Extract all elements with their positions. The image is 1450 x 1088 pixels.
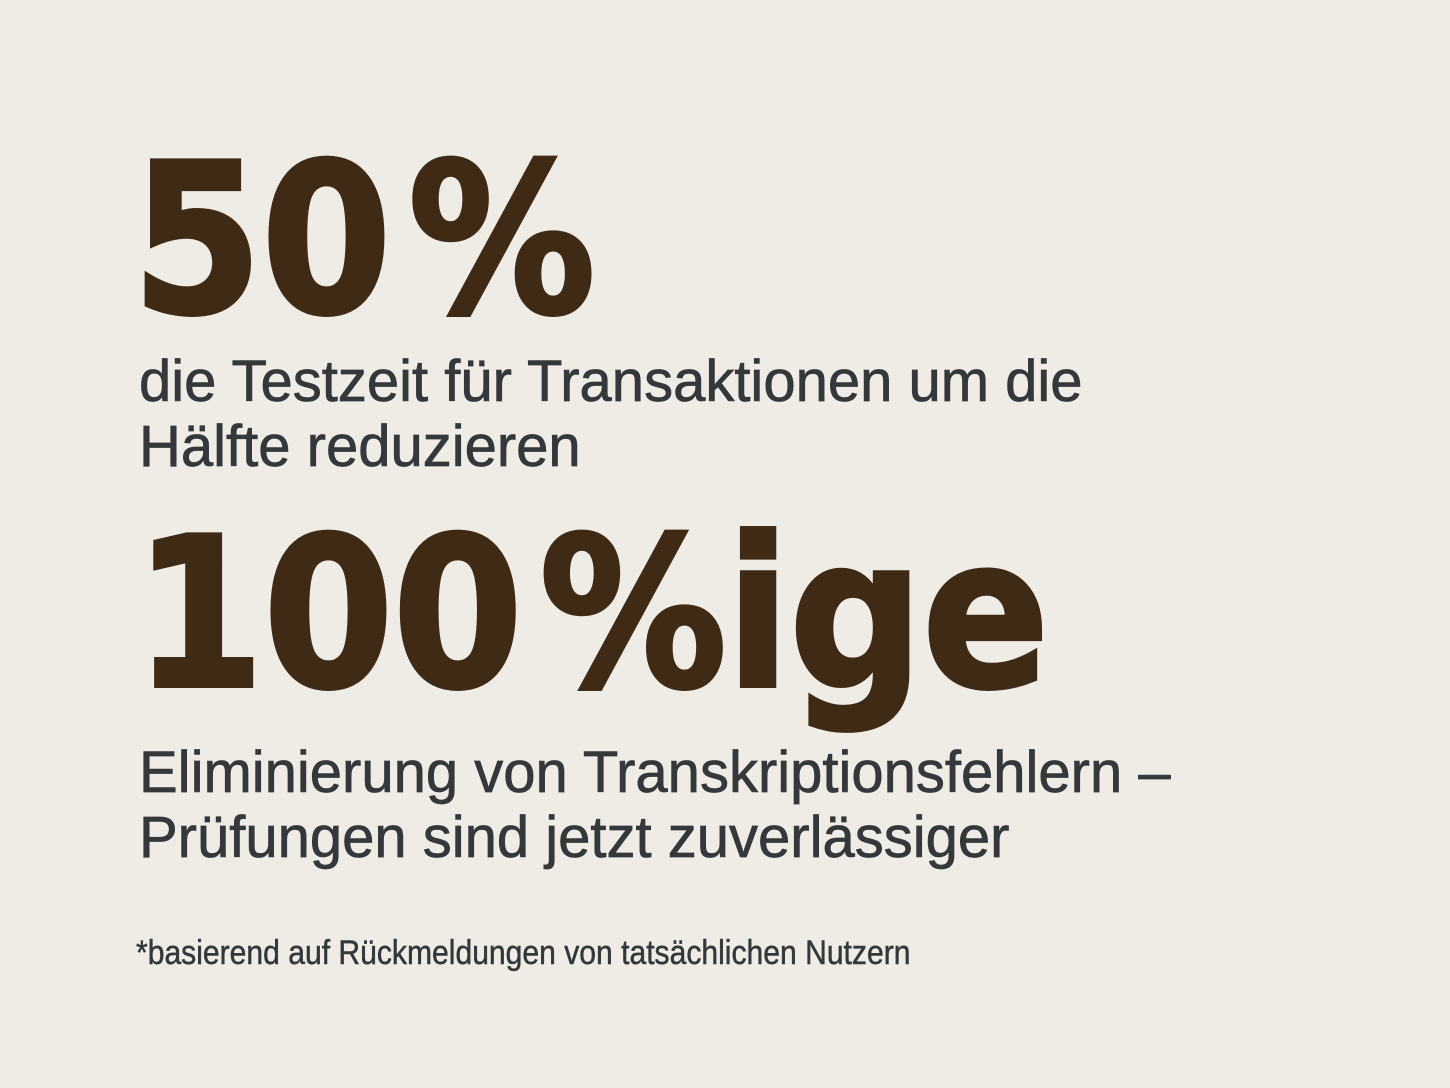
stat-100-value: 100 %ige: [132, 494, 1051, 736]
stat-50-description-line-1: die Testzeit für Transaktionen um die: [139, 349, 1083, 415]
footnote-text: *basierend auf Rückmeldungen von tatsäch…: [136, 934, 911, 973]
stat-50-value: 50 %: [130, 120, 597, 362]
stat-50-description-line-2: Hälfte reduzieren: [139, 414, 581, 480]
stat-100-description-line-2: Prüfungen sind jetzt zuverlässiger: [139, 805, 1010, 871]
stat-100-description-line-1: Eliminierung von Transkriptionsfehlern –: [139, 740, 1171, 806]
stat-50-description: die Testzeit für Transaktionen um die Hä…: [139, 349, 1083, 480]
stat-100-description: Eliminierung von Transkriptionsfehlern –…: [139, 740, 1171, 871]
